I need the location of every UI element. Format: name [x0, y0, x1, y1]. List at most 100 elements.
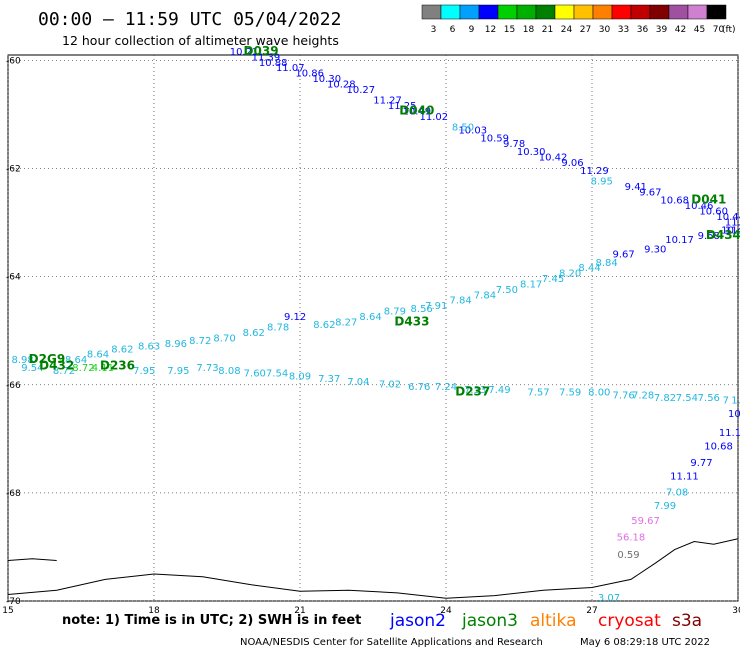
- swh-point-label: 11.0: [725, 217, 740, 228]
- swh-point-label: 11.25: [388, 101, 417, 112]
- color-scale-legend: 3 6 9 12 15 18 21 24 27 30 33 36 39 42 45 70: [421, 4, 727, 35]
- color-swatch-45: [687, 4, 708, 20]
- swh-point-label: 7: [723, 396, 729, 407]
- swh-point-label: 7.73: [196, 363, 218, 374]
- x-tick-label: 24: [440, 606, 452, 616]
- swh-point-label: 8.79: [384, 306, 406, 317]
- y-tick-label: -68: [6, 489, 21, 499]
- swh-point-label: 7.49: [488, 385, 510, 396]
- x-tick-label: 21: [294, 606, 305, 616]
- swh-point-label: 8.56: [411, 304, 433, 315]
- color-scale-label: 27: [580, 25, 591, 35]
- swh-point-label: 11.9: [725, 225, 740, 236]
- y-tick-label: -60: [6, 56, 21, 66]
- swh-point-label: 10.49: [402, 106, 431, 117]
- coastline-path: [7, 558, 57, 561]
- swh-point-label: 9.77: [690, 458, 712, 469]
- swh-point-label: 7.57: [527, 388, 549, 399]
- swh-point-label: 8.27: [335, 317, 357, 328]
- color-scale-label: 21: [542, 25, 553, 35]
- color-scale-label: 18: [523, 25, 535, 35]
- x-tick-label: 15: [2, 606, 13, 616]
- satellite-legend-altika: altika: [530, 611, 577, 631]
- swh-point-label: 9.67: [639, 188, 661, 199]
- swh-point-label: 11.11: [670, 471, 699, 482]
- swh-point-label: 8.78: [267, 323, 289, 334]
- x-tick-label: 18: [148, 606, 160, 616]
- color-scale-label: 12: [485, 25, 496, 35]
- swh-point-label: 11.07: [276, 63, 305, 74]
- credit-text: NOAA/NESDIS Center for Satellite Applica…: [240, 637, 543, 648]
- swh-point-label: 7.82: [654, 393, 676, 404]
- swh-point-label: 7.59: [559, 388, 581, 399]
- swh-point-label: 7.54: [676, 393, 698, 404]
- pass-id-label: D039: [244, 44, 279, 58]
- swh-point-label: 8.72: [72, 363, 94, 374]
- color-swatch-39: [649, 4, 670, 20]
- satellite-legend-jason2: jason2: [389, 611, 446, 631]
- swh-point-label: 8.84: [595, 258, 617, 269]
- swh-point-label: 11.27: [373, 96, 402, 107]
- swh-point-label: 10.60: [699, 206, 728, 217]
- swh-point-label: 7.56: [698, 393, 720, 404]
- satellite-legend-cryosat: cryosat: [598, 611, 661, 631]
- y-tick-label: -66: [6, 381, 21, 391]
- x-tick-label: 27: [586, 606, 597, 616]
- swh-point-label: 8.20: [559, 269, 581, 280]
- swh-point-label: 8.64: [87, 350, 109, 361]
- swh-point-label: 7.45: [542, 274, 564, 285]
- pass-id-label: D2G9: [29, 352, 66, 366]
- color-scale-unit: (ft): [722, 25, 736, 35]
- swh-point-label: 8.62: [111, 344, 133, 355]
- swh-point-label: 8.64: [359, 312, 381, 323]
- swh-point-label: 10.03: [458, 125, 487, 136]
- satellite-legend-s3a: s3a: [672, 611, 702, 631]
- swh-point-label: 10.: [728, 409, 740, 420]
- color-scale-label: 36: [637, 25, 649, 35]
- color-swatch-24: [554, 4, 575, 20]
- swh-point-label: 8.44: [578, 263, 600, 274]
- swh-point-label: 3.07: [598, 593, 620, 604]
- pass-id-label: D237: [455, 385, 490, 399]
- swh-point-label: 11.29: [580, 166, 609, 177]
- swh-point-label: 11.10: [719, 428, 740, 439]
- data-points: 10.2111.3910.8811.0710.8610.3010.2810.27…: [11, 47, 740, 604]
- satellite-legend: jason2 jason3 altika cryosat s3a: [389, 611, 702, 631]
- color-swatch-21: [535, 4, 556, 20]
- swh-point-label: 10.30: [517, 147, 546, 158]
- swh-point-label: 7.02: [379, 379, 401, 390]
- x-tick-label: 30: [732, 606, 740, 616]
- swh-point-label: 7.37: [318, 374, 340, 385]
- swh-point-label: 7.28: [632, 390, 654, 401]
- swh-point-label: 8.62: [243, 328, 265, 339]
- swh-point-label: 11.02: [420, 112, 449, 123]
- swh-point-label: 7.76: [613, 390, 635, 401]
- y-tick-label: -62: [6, 165, 21, 175]
- swh-point-label: 10.44: [716, 212, 740, 223]
- swh-point-label: 59.67: [631, 516, 660, 527]
- color-swatch-42: [668, 4, 689, 20]
- swh-point-label: 7.24: [435, 382, 457, 393]
- swh-point-label: 9.58: [698, 231, 720, 242]
- swh-point-label: 9.06: [561, 158, 583, 169]
- swh-point-label: 8.98: [11, 355, 33, 366]
- swh-point-label: 9.78: [503, 139, 525, 150]
- swh-point-label: 7.95: [133, 366, 155, 377]
- swh-point-label: 9.30: [644, 244, 666, 255]
- swh-point-label: 10.30: [312, 74, 341, 85]
- swh-point-label: 4.11: [92, 363, 114, 374]
- swh-point-label: 10.17: [665, 235, 694, 246]
- swh-point-label: 7.607.54: [244, 369, 289, 380]
- timestamp-text: May 6 08:29:18 UTC 2022: [580, 637, 710, 648]
- swh-point-label: 8.09: [289, 371, 311, 382]
- satellite-legend-jason3: jason3: [461, 611, 518, 631]
- color-scale-label: 42: [675, 25, 686, 35]
- color-swatch-70: [706, 4, 727, 20]
- color-scale-label: 45: [694, 25, 705, 35]
- color-scale-label: 15: [504, 25, 515, 35]
- swh-point-label: 7.50: [496, 285, 518, 296]
- color-swatch-33: [611, 4, 632, 20]
- swh-point-label: 10.21: [230, 47, 259, 58]
- axis-ticks: 15 18 21 24 27 30 -60 -62 -64 -66 -68 -70: [2, 56, 740, 616]
